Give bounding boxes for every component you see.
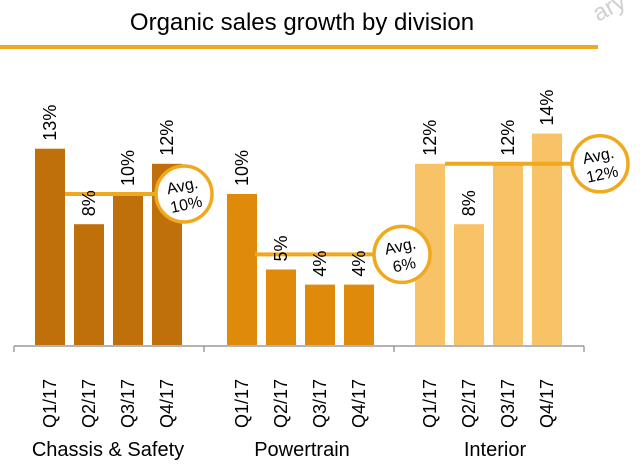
average-value: 10% <box>169 194 204 217</box>
average-value: 12% <box>585 163 620 186</box>
bar <box>266 269 296 345</box>
bar-value-label: 4% <box>310 251 330 277</box>
category-tick-label: Q1/17 <box>232 379 252 428</box>
bar-value-label: 10% <box>118 150 138 186</box>
bar <box>454 224 484 345</box>
average-bubble <box>154 164 214 224</box>
category-tick-label: Q2/17 <box>459 379 479 428</box>
average-bubble <box>570 134 630 194</box>
bar <box>344 284 374 345</box>
division-label: Chassis & Safety <box>32 439 184 461</box>
category-tick-label: Q3/17 <box>310 379 330 428</box>
bar <box>113 194 143 345</box>
bar-value-label: 12% <box>420 120 440 156</box>
bar <box>227 194 257 345</box>
bar <box>35 148 65 345</box>
bar-value-label: 8% <box>79 190 99 216</box>
average-value: 6% <box>391 255 417 276</box>
category-tick-label: Q2/17 <box>79 379 99 428</box>
category-tick-label: Q1/17 <box>420 379 440 428</box>
bar-value-label: 8% <box>459 190 479 216</box>
bar-value-label: 13% <box>40 105 60 141</box>
bar-value-label: 12% <box>498 120 518 156</box>
average-label: Avg. <box>383 235 418 258</box>
bar-value-label: 5% <box>271 235 291 261</box>
category-tick-label: Q2/17 <box>271 379 291 428</box>
average-bubble-text: Avg.6% <box>383 235 418 276</box>
bar <box>532 133 562 345</box>
category-tick-label: Q4/17 <box>537 379 557 428</box>
bar <box>305 284 335 345</box>
category-tick-label: Q4/17 <box>349 379 369 428</box>
division-label: Powertrain <box>254 439 350 461</box>
category-tick-label: Q4/17 <box>157 379 177 428</box>
average-bubble <box>372 224 432 285</box>
chart-title: Organic sales growth by division <box>130 9 474 36</box>
average-bubble-text: Avg.12% <box>581 145 620 187</box>
average-label: Avg. <box>581 145 616 168</box>
bar <box>493 163 523 345</box>
average-bubble-text: Avg.10% <box>165 175 204 217</box>
bar-value-label: 14% <box>537 90 557 126</box>
bar-value-label: 12% <box>157 120 177 156</box>
bar-value-label: 10% <box>232 150 252 186</box>
bar-value-label: 4% <box>349 251 369 277</box>
watermark-text: ary <box>588 0 630 27</box>
bar <box>74 224 104 345</box>
category-tick-label: Q3/17 <box>498 379 518 428</box>
average-label: Avg. <box>165 175 200 198</box>
category-tick-label: Q3/17 <box>118 379 138 428</box>
category-tick-label: Q1/17 <box>40 379 60 428</box>
division-label: Interior <box>464 439 527 461</box>
